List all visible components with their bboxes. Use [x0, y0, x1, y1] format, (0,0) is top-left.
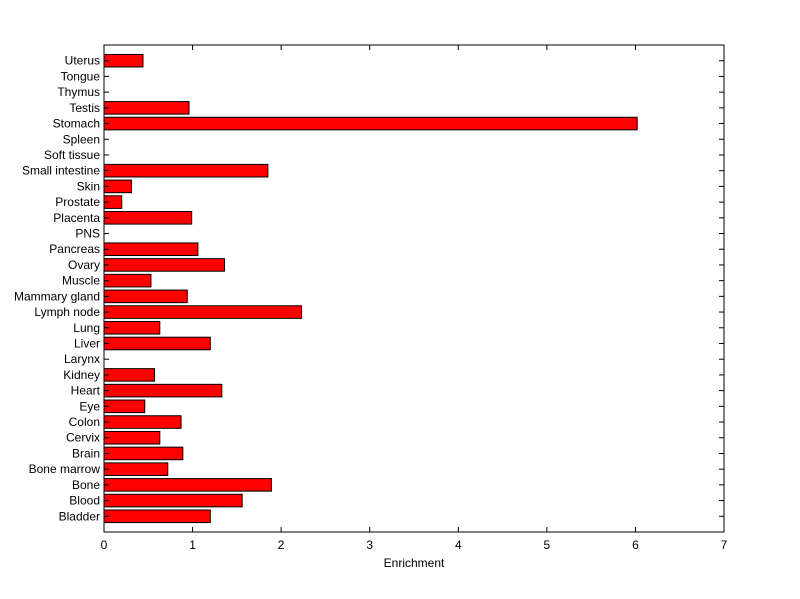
bar: [103, 101, 190, 115]
bar: [103, 289, 188, 304]
y-tick-label: Eye: [79, 399, 100, 413]
y-tick-label: Soft tissue: [44, 148, 100, 162]
bar: [103, 273, 152, 288]
y-tick-label: Liver: [74, 336, 100, 350]
x-tick-label: 4: [455, 538, 462, 552]
y-tick-label: Spleen: [63, 132, 100, 146]
bar: [103, 320, 161, 335]
y-tick-label: Cervix: [66, 431, 100, 445]
y-tick-label: Placenta: [53, 211, 100, 225]
bar: [103, 462, 169, 476]
x-tick-label: 5: [544, 538, 551, 552]
y-tick-label: Pancreas: [49, 242, 100, 256]
bar: [103, 446, 184, 461]
bar: [103, 163, 269, 178]
y-tick-label: Ovary: [68, 258, 100, 272]
bar: [103, 478, 272, 492]
bar: [103, 399, 146, 414]
y-tick-label: Brain: [72, 446, 100, 460]
x-tick-label: 0: [101, 538, 108, 552]
y-tick-label: Muscle: [62, 274, 100, 288]
axes-box: [103, 44, 725, 533]
bar: [103, 242, 199, 257]
y-tick-label: Bone marrow: [29, 462, 101, 476]
bar: [103, 509, 211, 524]
x-tick-label: 1: [189, 538, 196, 552]
bar: [103, 116, 638, 131]
y-tick-label: Colon: [69, 415, 100, 429]
y-tick-label: Bone: [72, 478, 100, 492]
bar: [103, 53, 144, 68]
y-tick-label: PNS: [75, 227, 100, 241]
y-tick-label: Larynx: [64, 352, 100, 366]
bar: [103, 430, 161, 445]
y-tick-label: Bladder: [59, 509, 100, 523]
y-tick-label: Heart: [71, 384, 101, 398]
y-tick-label: Lung: [73, 321, 100, 335]
x-tick-label: 2: [278, 538, 285, 552]
bar: [103, 258, 225, 272]
x-axis-label: Enrichment: [384, 556, 445, 570]
bar: [103, 415, 182, 429]
bars-group: [103, 53, 638, 524]
y-tick-label: Stomach: [53, 117, 100, 131]
y-tick-label: Kidney: [63, 368, 100, 382]
y-tick-label: Prostate: [55, 195, 100, 209]
bar: [103, 368, 155, 382]
y-tick-label: Uterus: [65, 54, 100, 68]
bar: [103, 493, 243, 508]
y-tick-label: Tongue: [61, 69, 101, 83]
y-tick-label: Testis: [69, 101, 100, 115]
x-tick-label: 6: [632, 538, 639, 552]
bar: [103, 211, 193, 225]
bar: [103, 305, 303, 319]
bar: [103, 383, 223, 398]
x-tick-label: 3: [366, 538, 373, 552]
y-tick-label: Skin: [77, 179, 100, 193]
y-tick-label: Blood: [69, 494, 100, 508]
x-tick-label: 7: [721, 538, 728, 552]
bar: [103, 336, 211, 351]
y-tick-label: Lymph node: [34, 305, 100, 319]
y-tick-label: Small intestine: [22, 164, 100, 178]
y-tick-label: Thymus: [57, 85, 100, 99]
y-tick-label: Mammary gland: [14, 289, 100, 303]
